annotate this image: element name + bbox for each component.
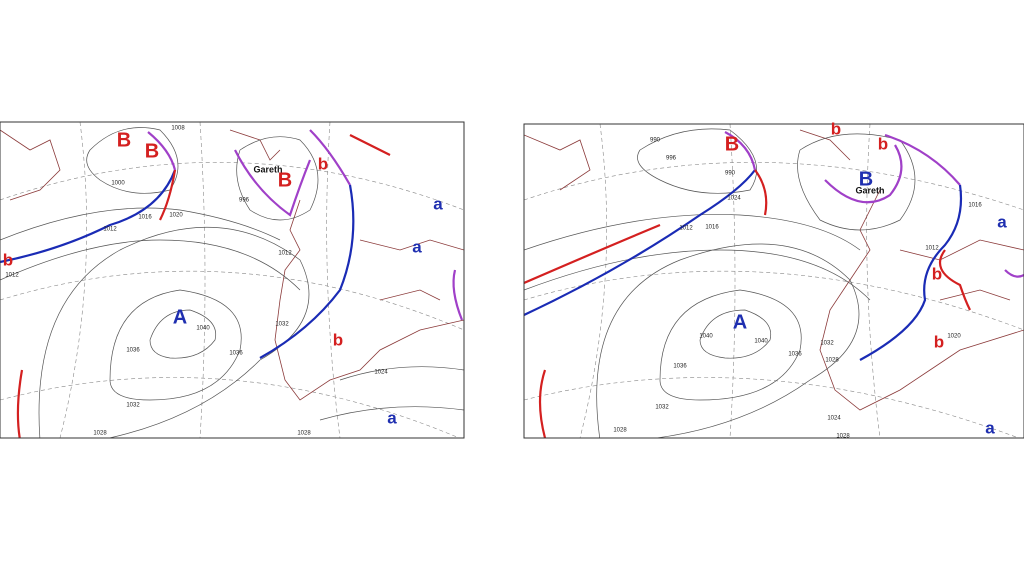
isobar-label: 1000 bbox=[111, 181, 125, 187]
map-label: b bbox=[318, 154, 328, 173]
isobar-label: 1036 bbox=[673, 364, 687, 370]
isobar-label: 990 bbox=[725, 171, 736, 177]
right-map bbox=[524, 124, 1024, 438]
isobar-label: 1028 bbox=[825, 358, 839, 364]
isobar-label: 1012 bbox=[278, 251, 292, 257]
isobar-label: 996 bbox=[666, 156, 677, 162]
isobar-label: 1016 bbox=[705, 225, 719, 231]
map-label: B bbox=[117, 129, 131, 151]
isobar-label: 1008 bbox=[171, 126, 185, 132]
map-label: a bbox=[387, 408, 397, 427]
map-label: a bbox=[433, 194, 443, 213]
map-label: b bbox=[831, 119, 841, 138]
left-frame bbox=[0, 121, 465, 439]
isobar-label: 1016 bbox=[138, 215, 152, 221]
map-label: B bbox=[859, 168, 873, 190]
isobar-label: 1036 bbox=[229, 351, 243, 357]
isobar-label: 1032 bbox=[275, 322, 289, 328]
isobar-label: 1012 bbox=[103, 227, 117, 233]
map-label: a bbox=[412, 237, 422, 256]
isobar-label: 1012 bbox=[5, 273, 19, 279]
isobar-label: 1016 bbox=[968, 203, 982, 209]
right-labels: B b b B Gareth b b A a a 1012 1016 990 9… bbox=[613, 119, 1007, 439]
isobar-label: 1024 bbox=[374, 370, 388, 376]
isobar-label: 1036 bbox=[126, 348, 140, 354]
map-label: B bbox=[145, 140, 159, 162]
map-label: B bbox=[725, 133, 739, 155]
left-labels: B B B Gareth b b b A a a a 1012 1012 101… bbox=[3, 126, 443, 437]
isobar-label: 1012 bbox=[925, 246, 939, 252]
map-label: A bbox=[733, 311, 747, 333]
map-label: B bbox=[278, 169, 292, 191]
left-map bbox=[0, 122, 464, 438]
isobar-label: 1024 bbox=[727, 196, 741, 202]
map-label: b bbox=[333, 330, 343, 349]
map-label: a bbox=[985, 418, 995, 437]
isobar-label: 1040 bbox=[196, 326, 210, 332]
map-label: Gareth bbox=[253, 164, 282, 174]
isobar-label: 1040 bbox=[699, 334, 713, 340]
isobar-label: 1032 bbox=[126, 403, 140, 409]
isobar-label: 1020 bbox=[947, 334, 961, 340]
isobar-label: 1036 bbox=[788, 352, 802, 358]
isobar-label: 1028 bbox=[93, 431, 107, 437]
map-label: b bbox=[3, 250, 13, 269]
isobar-label: 1032 bbox=[820, 341, 834, 347]
isobar-label: 1032 bbox=[655, 405, 669, 411]
isobar-label: 996 bbox=[239, 198, 250, 204]
map-label: b bbox=[878, 134, 888, 153]
map-label: b bbox=[934, 332, 944, 351]
isobar-label: 1020 bbox=[169, 213, 183, 219]
isobar-label: 1012 bbox=[679, 226, 693, 232]
map-label: a bbox=[997, 212, 1007, 231]
right-frame bbox=[523, 123, 1024, 439]
isobar-label: 1028 bbox=[613, 428, 627, 434]
isobar-label: 1024 bbox=[827, 416, 841, 422]
map-label: Gareth bbox=[855, 185, 884, 195]
map-label: b bbox=[932, 264, 942, 283]
isobar-label: 1028 bbox=[836, 434, 850, 440]
isobar-label: 1028 bbox=[297, 431, 311, 437]
map-label: A bbox=[173, 306, 187, 328]
isobar-label: 1040 bbox=[754, 339, 768, 345]
isobar-label: 990 bbox=[650, 138, 661, 144]
